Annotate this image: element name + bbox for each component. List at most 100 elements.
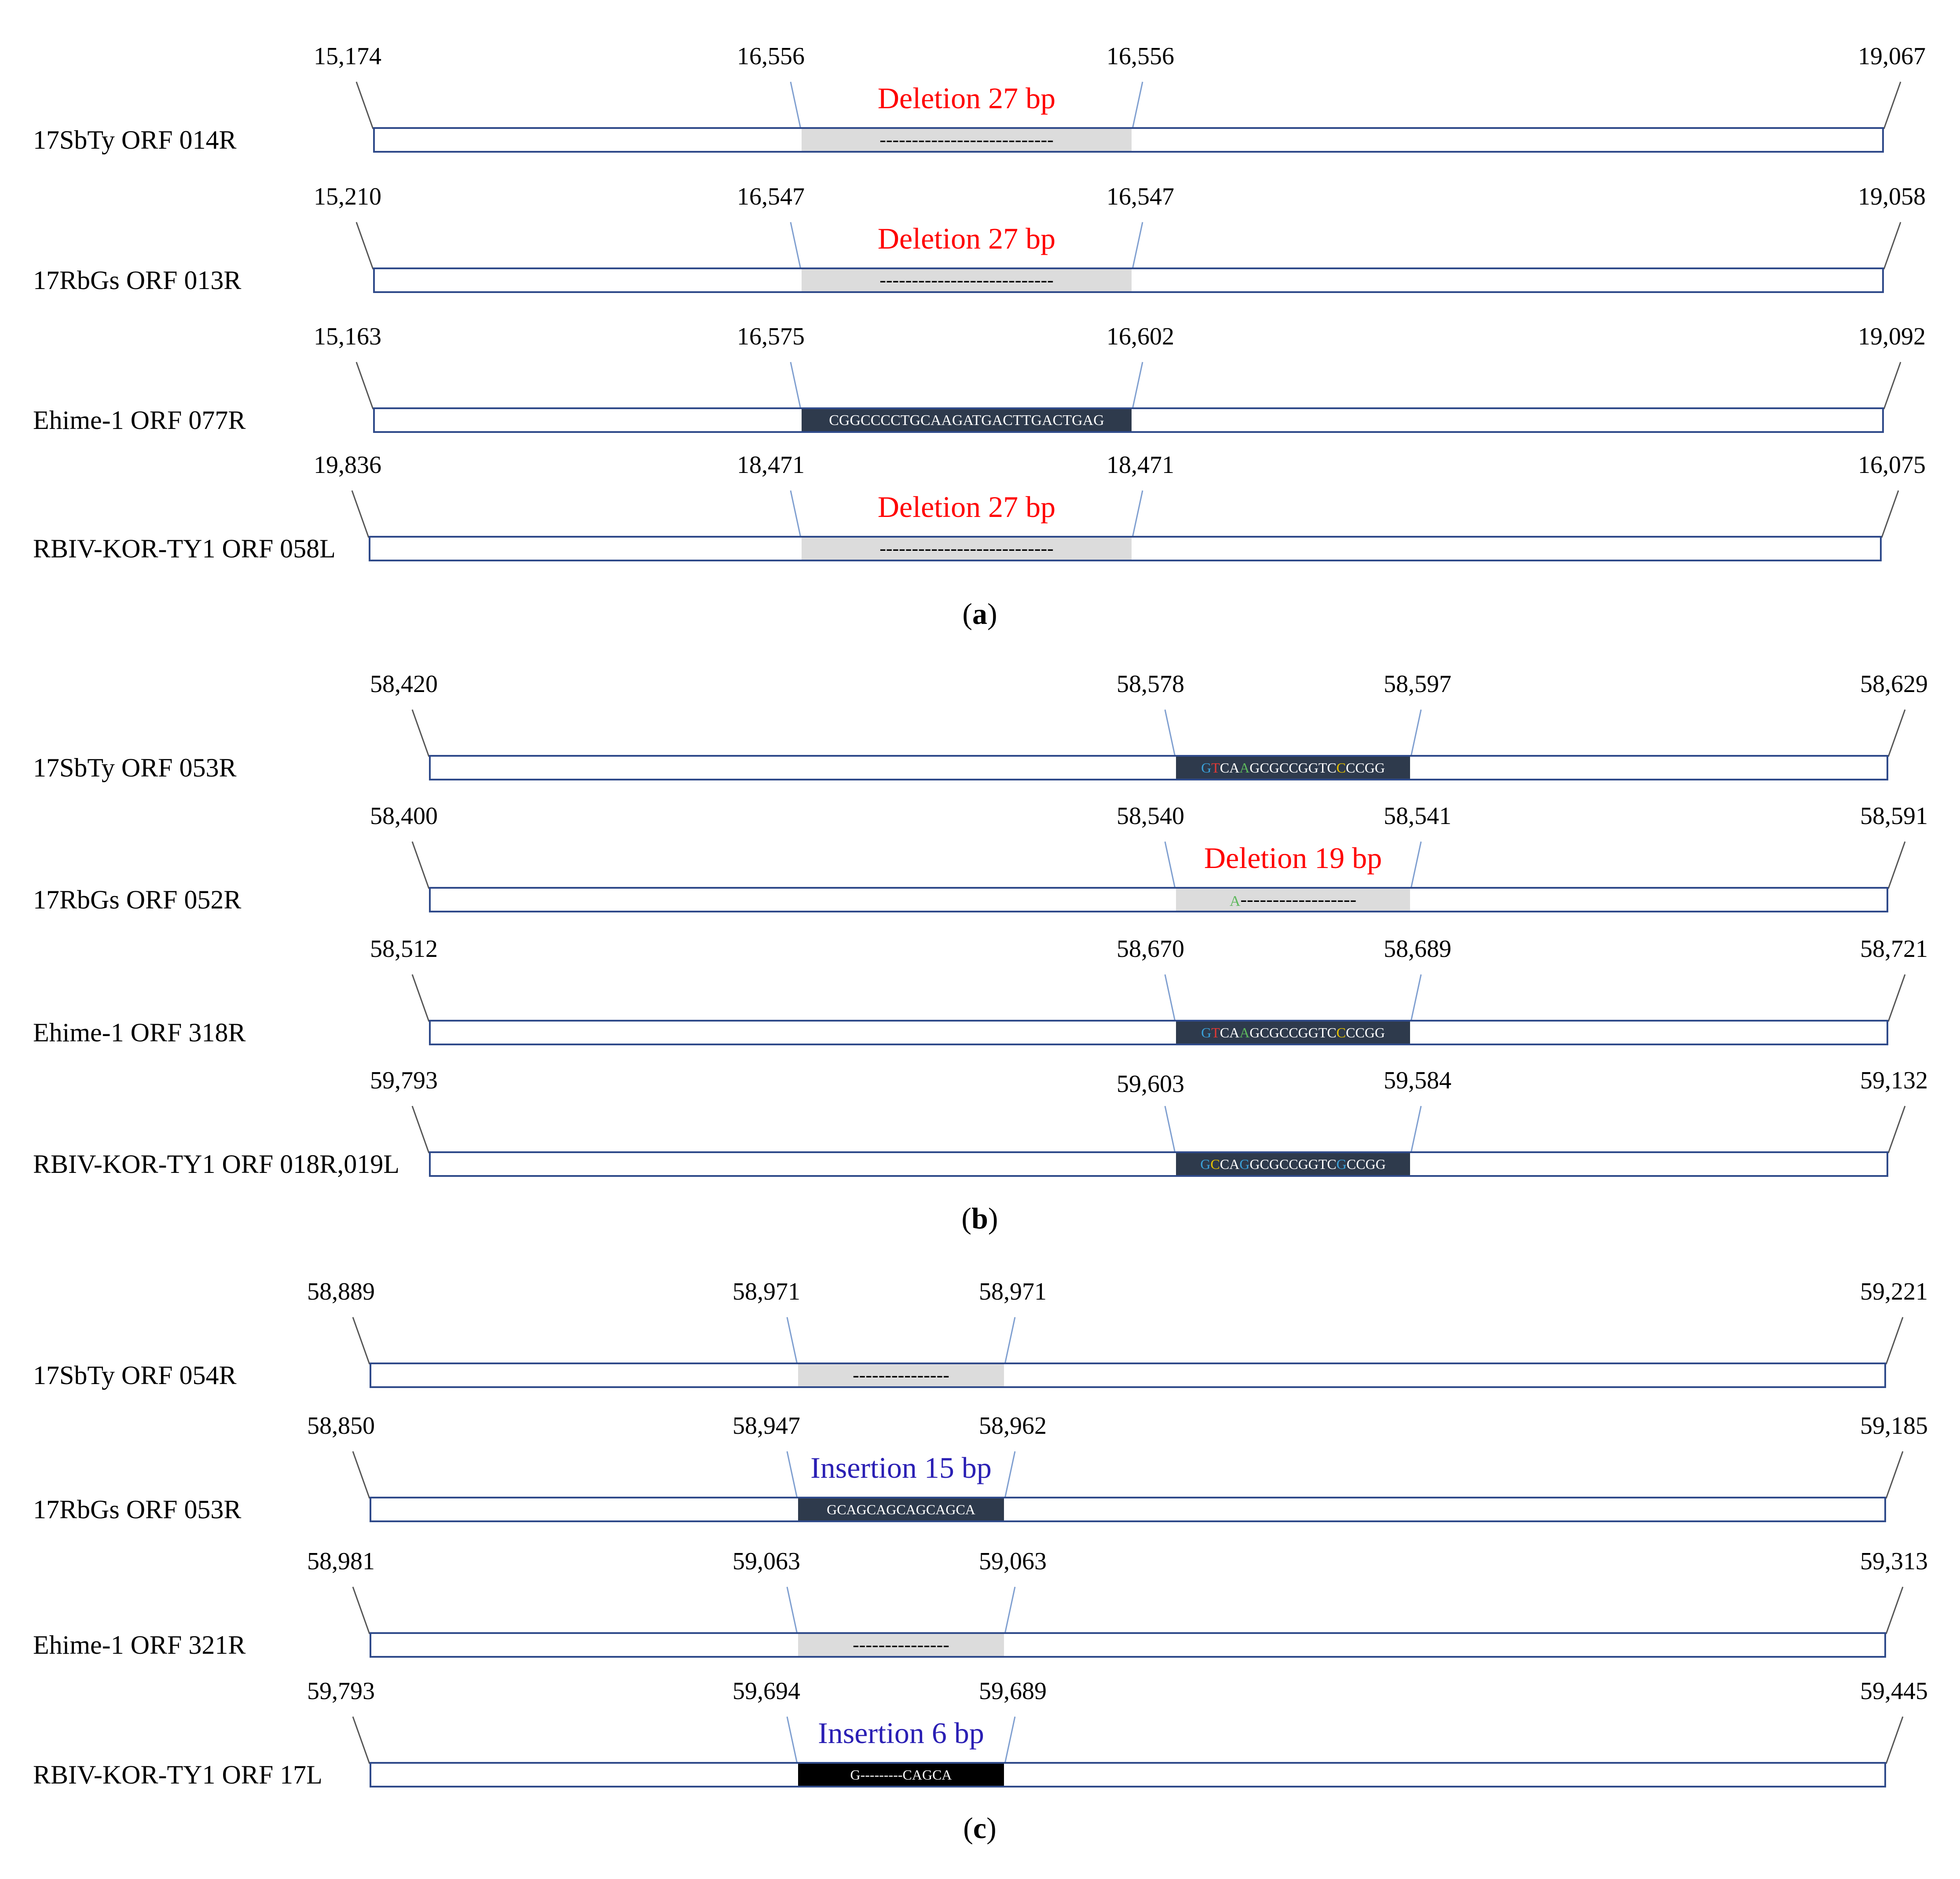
variant-sequence-text: GTCAAGCGCCGGTCCCCGG [1201,1025,1385,1040]
panels: 17SbTy ORF 014R 15,174 16,556 16,556 19,067 -… [33,43,1928,1845]
orf-row: 17RbGs ORF 013R 15,210 16,547 16,547 19,058 -… [33,183,1926,295]
variant-left-leader-line [790,490,802,538]
end-leader-line [1887,1106,1906,1154]
end-position-label: 19,092 [1858,323,1926,350]
variant-right-leader-line [1132,81,1143,129]
insertion-annotation: Insertion 15 bp [810,1451,992,1484]
start-position-label: 58,400 [370,802,438,830]
end-position-label: 59,185 [1860,1412,1928,1439]
panel-c: 17SbTy ORF 054R 58,889 58,971 58,971 59,221 -… [33,1278,1928,1845]
variant-right-leader-line [1004,1716,1016,1764]
start-position-label: 59,793 [370,1067,438,1094]
panel-a: 17SbTy ORF 014R 15,174 16,556 16,556 19,067 -… [33,43,1926,630]
start-leader-line [355,222,374,270]
variant-right-position-label: 16,547 [1106,183,1174,210]
orf-bar [429,1020,1888,1045]
variant-left-leader-line [790,222,802,270]
panel-label: (c) [963,1811,996,1845]
variant-left-leader-line [786,1586,798,1634]
start-position-label: 15,174 [314,43,381,70]
end-position-label: 59,221 [1860,1278,1928,1305]
variant-left-leader-line [790,81,802,129]
start-leader-line [352,1451,370,1499]
variant-sequence-text: --------------------------- [879,538,1054,559]
orf-row: Ehime-1 ORF 077R 15,163 16,575 16,602 19,092… [33,323,1926,435]
start-position-label: 19,836 [314,451,381,479]
orf-row: Ehime-1 ORF 318R 58,512 58,670 58,689 58,721… [33,935,1928,1047]
orf-name-label: Ehime-1 ORF 318R [33,1018,245,1047]
start-leader-line [355,81,374,129]
variant-left-leader-line [1164,974,1176,1022]
variant-right-leader-line [1410,709,1422,757]
orf-row: 17RbGs ORF 052R 58,400 58,540 58,541 58,591 A… [33,802,1928,914]
variant-region-box [802,269,1132,291]
panel-b: 17SbTy ORF 053R 58,420 58,578 58,597 58,629 G… [33,670,1928,1235]
end-position-label: 58,591 [1860,802,1928,830]
variant-right-position-label: 59,584 [1384,1067,1451,1094]
end-leader-line [1887,974,1906,1022]
end-leader-line [1883,222,1901,270]
orf-bar [370,1363,1886,1388]
orf-name-label: 17SbTy ORF 053R [33,753,237,782]
variant-right-position-label: 58,962 [979,1412,1047,1439]
variant-region-box [1176,1153,1410,1175]
variant-region-box [802,409,1132,431]
variant-region-box [798,1364,1004,1386]
orf-name-label: 17SbTy ORF 014R [33,125,237,154]
variant-region-box [1176,757,1410,779]
variant-right-leader-line [1410,974,1422,1022]
deletion-annotation: Deletion 19 bp [1204,841,1382,875]
variant-sequence-text: GCAGCAGCAGCAGCA [827,1502,975,1517]
variant-region-box [1176,1022,1410,1044]
end-leader-line [1881,490,1899,538]
start-position-label: 15,210 [314,183,381,210]
start-position-label: 59,793 [307,1678,375,1705]
variant-right-position-label: 16,602 [1106,323,1174,350]
variant-left-leader-line [786,1317,798,1365]
variant-sequence-text: CGGCCCCTGCAAGATGACTTGACTGAG [829,412,1104,429]
end-position-label: 59,445 [1860,1678,1928,1705]
variant-sequence-text: GTCAAGCGCCGGTCCCCGG [1201,760,1385,776]
variant-right-position-label: 58,597 [1384,670,1451,698]
orf-row: 17SbTy ORF 054R 58,889 58,971 58,971 59,221 -… [33,1278,1928,1390]
end-leader-line [1885,1317,1904,1365]
insertion-annotation: Insertion 6 bp [818,1716,984,1750]
start-position-label: 15,163 [314,323,381,350]
orf-name-label: 17SbTy ORF 054R [33,1361,237,1390]
start-position-label: 58,420 [370,670,438,698]
variant-right-position-label: 58,971 [979,1278,1047,1305]
deletion-annotation: Deletion 27 bp [878,81,1055,115]
orf-bar [429,887,1888,912]
variant-right-position-label: 59,689 [979,1678,1047,1705]
variant-region-box [802,538,1132,560]
variant-sequence-text: A------------------ [1230,889,1356,910]
orf-name-label: 17RbGs ORF 052R [33,885,241,914]
orf-name-label: Ehime-1 ORF 077R [33,406,245,435]
start-leader-line [352,1716,370,1764]
end-leader-line [1883,81,1901,129]
start-leader-line [351,490,370,538]
orf-bar [429,755,1888,780]
orf-row: RBIV-KOR-TY1 ORF 018R,019L 59,793 59,603 59… [33,1067,1928,1179]
start-leader-line [411,974,430,1022]
variant-left-position-label: 58,670 [1117,935,1184,963]
variant-left-position-label: 58,971 [733,1278,800,1305]
variant-right-leader-line [1410,841,1422,889]
start-leader-line [352,1317,370,1365]
end-leader-line [1883,362,1901,410]
orf-name-label: 17RbGs ORF 053R [33,1495,241,1524]
variant-left-position-label: 59,063 [733,1548,800,1575]
variant-right-leader-line [1004,1586,1016,1634]
end-position-label: 58,629 [1860,670,1928,698]
variant-left-position-label: 18,471 [737,451,805,479]
variant-right-position-label: 18,471 [1106,451,1174,479]
variant-left-position-label: 59,694 [733,1678,800,1705]
start-leader-line [411,709,430,757]
variant-right-position-label: 16,556 [1106,43,1174,70]
variant-right-leader-line [1132,490,1143,538]
end-position-label: 19,058 [1858,183,1926,210]
orf-bar [370,1497,1886,1522]
variant-left-position-label: 16,547 [737,183,805,210]
start-leader-line [411,1106,430,1154]
panel-label: (a) [962,597,997,630]
